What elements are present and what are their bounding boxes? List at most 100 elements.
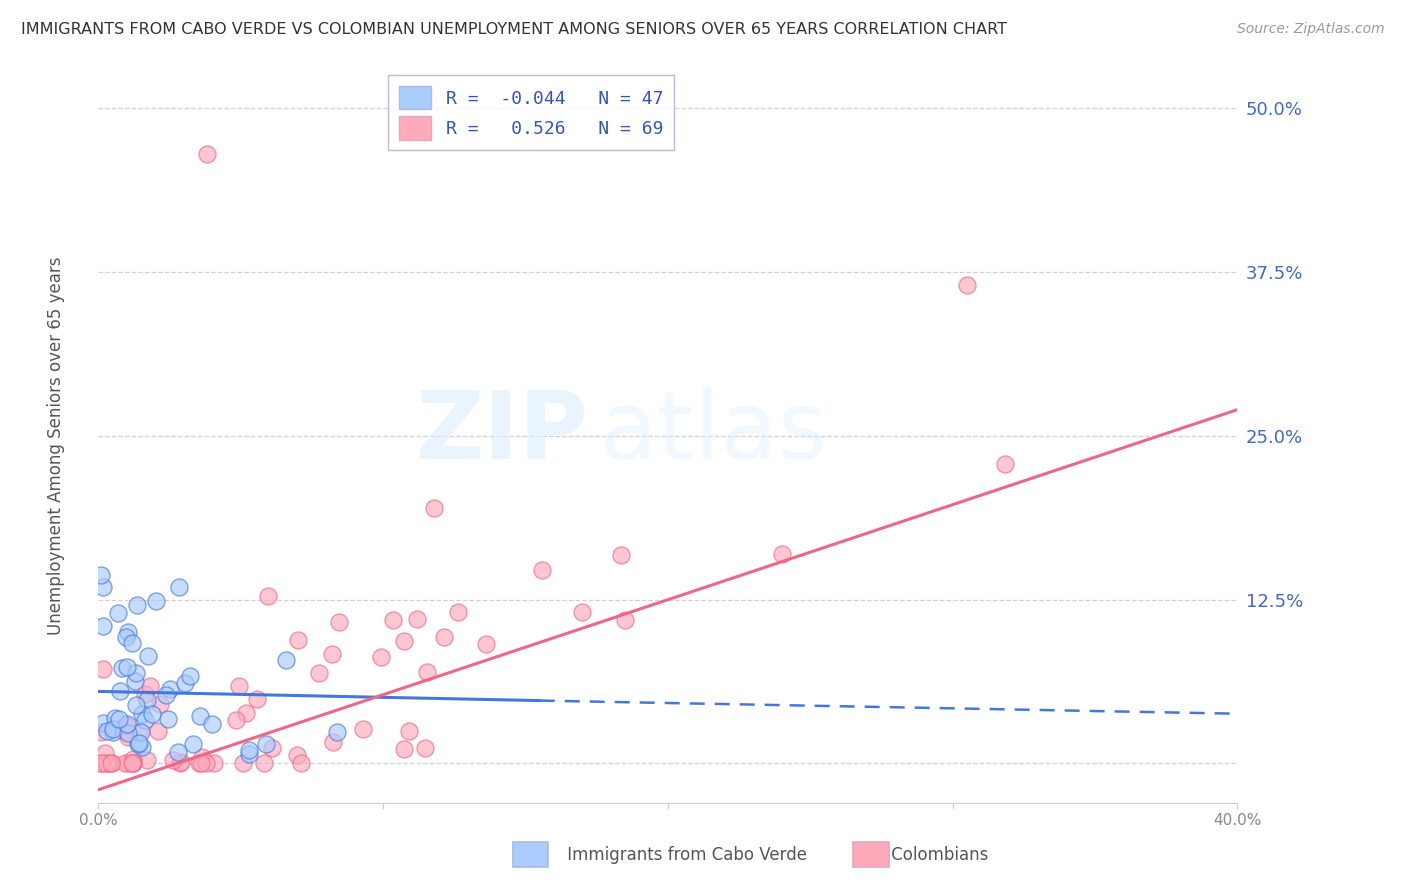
Point [91, 715, 114, 730]
Point [125, 666, 148, 681]
Point [90, 725, 112, 739]
Point [179, 669, 201, 683]
Point [770, 547, 793, 561]
Point [352, 722, 374, 736]
Point [117, 625, 139, 640]
Point [111, 661, 134, 675]
Point [167, 580, 190, 594]
Point [398, 724, 420, 739]
Point [129, 724, 152, 739]
Point [128, 725, 150, 739]
Point [107, 712, 129, 726]
Point [114, 630, 136, 644]
Point [108, 684, 131, 698]
Point [131, 706, 153, 721]
Point [91, 662, 114, 676]
Point [117, 756, 139, 771]
Text: IMMIGRANTS FROM CABO VERDE VS COLOMBIAN UNEMPLOYMENT AMONG SENIORS OVER 65 YEARS: IMMIGRANTS FROM CABO VERDE VS COLOMBIAN … [21, 22, 1007, 37]
Point [370, 649, 392, 664]
Point [167, 745, 190, 759]
Point [138, 679, 160, 693]
Point [135, 753, 157, 767]
Point [406, 612, 429, 626]
Point [475, 637, 498, 651]
Point [190, 756, 212, 771]
Point [114, 718, 136, 732]
Point [94, 746, 117, 760]
Text: Unemployment Among Seniors over 65 years: Unemployment Among Seniors over 65 years [48, 257, 65, 635]
Point [235, 706, 257, 721]
Point [121, 635, 143, 649]
Point [169, 756, 191, 771]
Point [91, 581, 114, 595]
Point [115, 716, 138, 731]
Point [107, 606, 129, 620]
Text: ZIP: ZIP [415, 386, 588, 479]
Point [571, 606, 593, 620]
Point [117, 726, 139, 740]
Point [104, 711, 127, 725]
Point [121, 752, 143, 766]
Point [117, 660, 139, 674]
Point [162, 753, 184, 767]
Point [232, 756, 254, 771]
Point [134, 687, 156, 701]
Point [93, 619, 115, 633]
Text: Colombians: Colombians [886, 846, 988, 863]
Point [103, 724, 125, 739]
Point [392, 633, 415, 648]
Point [195, 756, 218, 771]
Point [98, 756, 121, 771]
Point [326, 725, 349, 739]
Point [117, 731, 139, 745]
Point [131, 740, 153, 755]
Point [170, 755, 193, 769]
Point [447, 606, 470, 620]
Point [135, 693, 157, 707]
Point [308, 665, 330, 680]
Point [136, 649, 159, 664]
Point [246, 691, 269, 706]
Point [423, 500, 446, 515]
Point [382, 613, 405, 627]
Point [613, 613, 636, 627]
Point [322, 735, 344, 749]
Point [155, 688, 177, 702]
Point [276, 653, 298, 667]
Point [392, 742, 415, 756]
Point [531, 563, 554, 577]
Point [90, 756, 112, 771]
Point [433, 630, 456, 644]
Point [174, 676, 197, 690]
Point [238, 747, 260, 762]
Point [188, 756, 211, 771]
Point [321, 647, 343, 661]
Point [416, 665, 439, 680]
Point [121, 756, 143, 771]
Point [225, 713, 247, 727]
Point [260, 741, 283, 756]
Point [252, 756, 274, 771]
Point [125, 698, 148, 712]
Text: Immigrants from Cabo Verde: Immigrants from Cabo Verde [562, 846, 807, 863]
Point [228, 679, 250, 693]
Point [121, 756, 143, 771]
Text: atlas: atlas [599, 386, 828, 479]
Point [112, 723, 135, 738]
Point [202, 756, 225, 771]
Point [994, 457, 1017, 471]
Point [254, 737, 277, 751]
Point [238, 743, 260, 757]
Point [156, 712, 179, 726]
Point [90, 756, 112, 771]
Point [328, 615, 350, 629]
Point [124, 674, 146, 689]
Point [96, 724, 118, 739]
Point [101, 722, 124, 736]
Point [190, 709, 212, 723]
Text: Source: ZipAtlas.com: Source: ZipAtlas.com [1237, 22, 1385, 37]
Point [90, 567, 112, 582]
Point [125, 599, 148, 613]
Point [100, 756, 122, 771]
Point [181, 737, 204, 751]
